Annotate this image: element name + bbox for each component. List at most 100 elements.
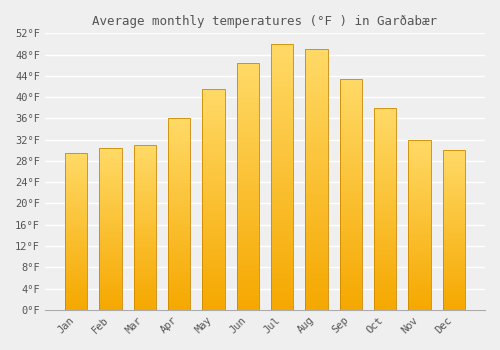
- Bar: [168, 243, 190, 245]
- Bar: [306, 177, 328, 180]
- Bar: [65, 224, 87, 225]
- Bar: [134, 247, 156, 249]
- Bar: [236, 196, 259, 198]
- Bar: [168, 180, 190, 182]
- Bar: [134, 181, 156, 183]
- Bar: [340, 264, 362, 266]
- Bar: [202, 303, 224, 306]
- Bar: [374, 128, 396, 130]
- Bar: [408, 305, 430, 306]
- Bar: [340, 164, 362, 166]
- Bar: [168, 239, 190, 241]
- Bar: [408, 218, 430, 220]
- Bar: [99, 220, 122, 222]
- Bar: [236, 152, 259, 154]
- Bar: [236, 92, 259, 95]
- Bar: [306, 219, 328, 221]
- Bar: [168, 273, 190, 275]
- Bar: [271, 103, 293, 105]
- Bar: [374, 229, 396, 231]
- Bar: [65, 302, 87, 303]
- Bar: [408, 289, 430, 291]
- Bar: [134, 221, 156, 223]
- Bar: [134, 288, 156, 290]
- Bar: [99, 225, 122, 227]
- Bar: [408, 165, 430, 167]
- Bar: [442, 154, 465, 155]
- Bar: [442, 186, 465, 187]
- Bar: [99, 196, 122, 198]
- Bar: [65, 176, 87, 178]
- Bar: [202, 233, 224, 235]
- Bar: [202, 129, 224, 131]
- Bar: [340, 185, 362, 187]
- Bar: [99, 211, 122, 212]
- Bar: [134, 295, 156, 296]
- Bar: [442, 152, 465, 154]
- Bar: [65, 288, 87, 289]
- Bar: [340, 90, 362, 92]
- Bar: [99, 250, 122, 251]
- Bar: [374, 296, 396, 298]
- Bar: [99, 232, 122, 233]
- Bar: [236, 221, 259, 223]
- Bar: [271, 52, 293, 55]
- Bar: [202, 125, 224, 127]
- Bar: [99, 271, 122, 273]
- Bar: [99, 212, 122, 214]
- Bar: [99, 159, 122, 161]
- Bar: [306, 229, 328, 232]
- Bar: [374, 122, 396, 124]
- Bar: [202, 204, 224, 206]
- Bar: [340, 171, 362, 173]
- Bar: [442, 294, 465, 295]
- Bar: [306, 193, 328, 195]
- Bar: [306, 190, 328, 192]
- Bar: [134, 285, 156, 287]
- Bar: [271, 251, 293, 254]
- Bar: [65, 162, 87, 164]
- Bar: [340, 99, 362, 102]
- Bar: [65, 230, 87, 231]
- Bar: [236, 260, 259, 263]
- Bar: [271, 145, 293, 148]
- Bar: [340, 173, 362, 176]
- Bar: [236, 226, 259, 228]
- Bar: [340, 201, 362, 203]
- Bar: [408, 306, 430, 308]
- Bar: [134, 277, 156, 279]
- Bar: [340, 187, 362, 190]
- Bar: [306, 164, 328, 167]
- Bar: [442, 302, 465, 303]
- Bar: [408, 300, 430, 301]
- Bar: [408, 291, 430, 293]
- Bar: [374, 231, 396, 233]
- Bar: [408, 175, 430, 177]
- Bar: [374, 136, 396, 138]
- Bar: [168, 136, 190, 138]
- Bar: [374, 140, 396, 142]
- Bar: [374, 251, 396, 253]
- Bar: [271, 230, 293, 233]
- Bar: [408, 240, 430, 242]
- Bar: [236, 191, 259, 194]
- Bar: [168, 206, 190, 208]
- Bar: [340, 305, 362, 308]
- Bar: [374, 118, 396, 120]
- Bar: [202, 206, 224, 208]
- Bar: [134, 214, 156, 216]
- Bar: [236, 85, 259, 87]
- Bar: [236, 87, 259, 90]
- Bar: [271, 286, 293, 288]
- Bar: [168, 270, 190, 272]
- Bar: [306, 258, 328, 260]
- Bar: [134, 300, 156, 302]
- Bar: [442, 224, 465, 225]
- Bar: [306, 52, 328, 55]
- Bar: [442, 247, 465, 249]
- Bar: [442, 281, 465, 283]
- Bar: [65, 175, 87, 176]
- Bar: [168, 118, 190, 120]
- Bar: [236, 159, 259, 161]
- Bar: [408, 147, 430, 148]
